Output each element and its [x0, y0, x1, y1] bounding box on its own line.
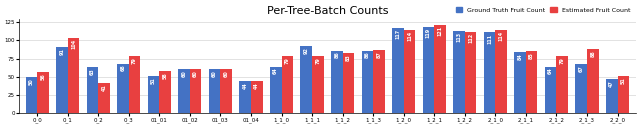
Bar	[312, 56, 324, 113]
Text: 60: 60	[224, 70, 228, 77]
Bar	[434, 25, 446, 113]
Bar	[515, 52, 526, 113]
Text: 91: 91	[60, 48, 65, 55]
Bar	[148, 76, 159, 113]
Bar	[545, 67, 556, 113]
Text: 51: 51	[621, 77, 626, 84]
Text: 67: 67	[579, 65, 584, 72]
Text: 44: 44	[243, 82, 248, 89]
Bar	[190, 69, 202, 113]
Bar	[495, 30, 507, 113]
Bar	[239, 81, 251, 113]
Text: 79: 79	[285, 57, 290, 64]
Text: 41: 41	[102, 84, 106, 91]
Text: 86: 86	[365, 52, 370, 58]
Text: 83: 83	[346, 54, 351, 61]
Bar	[618, 76, 629, 113]
Bar	[342, 53, 354, 113]
Bar	[465, 32, 476, 113]
Bar	[26, 77, 37, 113]
Bar	[56, 47, 68, 113]
Title: Per-Tree-Batch Counts: Per-Tree-Batch Counts	[267, 6, 388, 17]
Text: 79: 79	[560, 57, 564, 64]
Text: 121: 121	[438, 26, 442, 36]
Text: 112: 112	[468, 33, 473, 43]
Bar	[282, 56, 293, 113]
Bar	[37, 72, 49, 113]
Bar	[526, 51, 538, 113]
Bar	[606, 79, 618, 113]
Bar	[220, 69, 232, 113]
Text: 56: 56	[40, 73, 45, 80]
Text: 44: 44	[254, 82, 259, 89]
Text: 60: 60	[193, 70, 198, 77]
Text: 68: 68	[120, 65, 125, 72]
Bar	[159, 71, 171, 113]
Bar	[68, 37, 79, 113]
Bar	[251, 81, 262, 113]
Text: 60: 60	[212, 70, 217, 77]
Bar	[404, 30, 415, 113]
Bar	[86, 67, 99, 113]
Bar	[362, 51, 373, 113]
Bar	[453, 31, 465, 113]
Text: 92: 92	[304, 47, 308, 54]
Bar	[129, 56, 140, 113]
Text: 113: 113	[456, 32, 461, 42]
Bar	[209, 69, 220, 113]
Legend: Ground Truth Fruit Count, Estimated Fruit Count: Ground Truth Fruit Count, Estimated Frui…	[454, 5, 633, 15]
Text: 85: 85	[529, 52, 534, 59]
Text: 63: 63	[90, 68, 95, 75]
Text: 104: 104	[71, 39, 76, 49]
Bar	[117, 64, 129, 113]
Bar	[392, 28, 404, 113]
Text: 114: 114	[499, 31, 504, 42]
Bar	[575, 64, 587, 113]
Text: 119: 119	[426, 28, 431, 38]
Text: 64: 64	[548, 68, 553, 74]
Text: 86: 86	[334, 52, 339, 58]
Text: 84: 84	[518, 53, 523, 60]
Text: 58: 58	[163, 72, 168, 79]
Text: 60: 60	[182, 70, 187, 77]
Bar	[484, 32, 495, 113]
Bar	[373, 50, 385, 113]
Bar	[331, 51, 342, 113]
Bar	[99, 83, 110, 113]
Bar	[270, 67, 282, 113]
Text: 50: 50	[29, 78, 34, 85]
Text: 79: 79	[132, 57, 137, 64]
Text: 51: 51	[151, 77, 156, 84]
Bar	[179, 69, 190, 113]
Bar	[300, 46, 312, 113]
Text: 111: 111	[487, 34, 492, 44]
Text: 64: 64	[273, 68, 278, 74]
Text: 114: 114	[407, 31, 412, 42]
Bar	[556, 56, 568, 113]
Bar	[422, 27, 434, 113]
Text: 88: 88	[590, 50, 595, 57]
Bar	[587, 49, 598, 113]
Text: 79: 79	[316, 57, 321, 64]
Text: 117: 117	[396, 29, 401, 39]
Text: 47: 47	[609, 80, 614, 87]
Text: 87: 87	[376, 51, 381, 58]
